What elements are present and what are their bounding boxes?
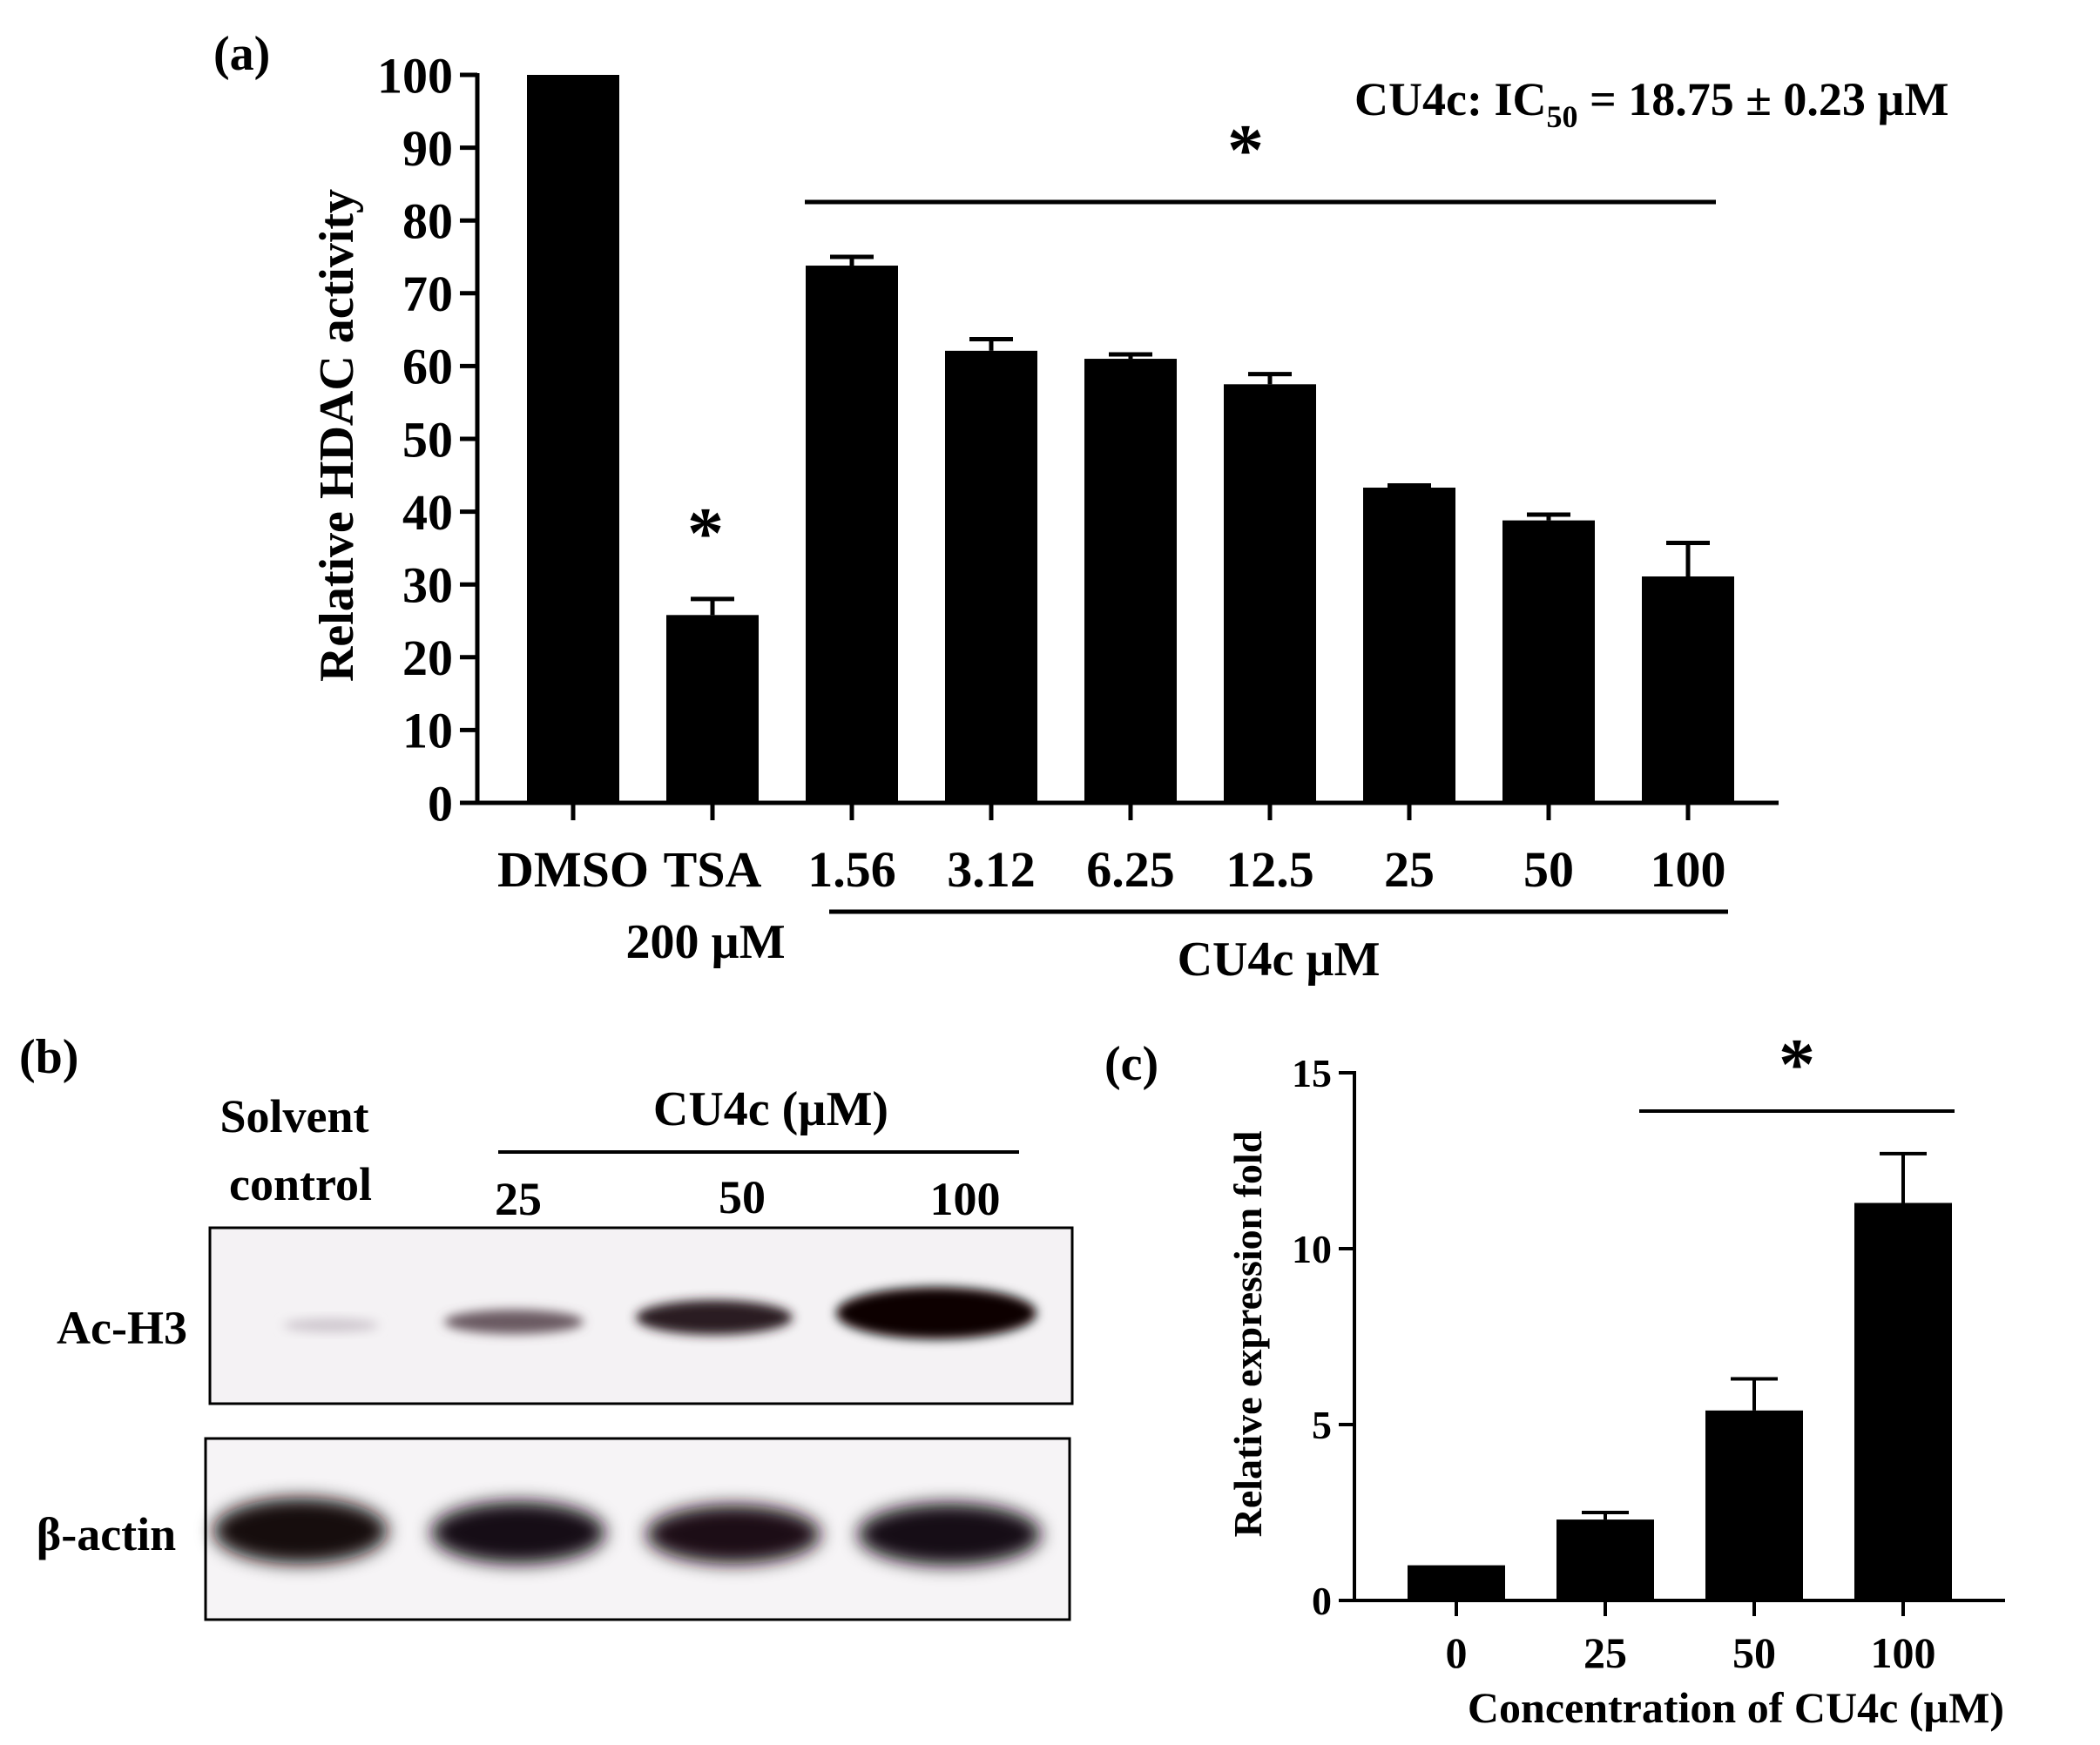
y-tick-label: 10 bbox=[1292, 1227, 1332, 1271]
band-ac-h3-solvent bbox=[283, 1318, 379, 1332]
x-tick-label: 50 bbox=[1523, 841, 1574, 898]
lane-label-50: 50 bbox=[719, 1171, 766, 1223]
panel-c-label: (c) bbox=[1104, 1037, 1158, 1091]
chart-a-ylabel: Relative HDAC activity bbox=[310, 189, 364, 682]
x-tick-label: 1.56 bbox=[807, 841, 896, 898]
x-tick-label: 100 bbox=[1871, 1628, 1936, 1677]
x-tick-label: DMSO bbox=[497, 841, 649, 898]
band-actin-25 bbox=[431, 1501, 605, 1564]
y-tick-label: 40 bbox=[402, 484, 453, 541]
band-ac-h3-100 bbox=[836, 1287, 1036, 1339]
bar bbox=[527, 75, 619, 803]
x-tick-label: 50 bbox=[1732, 1628, 1776, 1677]
panel-b-label: (b) bbox=[19, 1030, 78, 1084]
bar bbox=[1084, 359, 1177, 803]
panel-b: (b) Solvent control CU4c (µM) 25 50 100 … bbox=[19, 1030, 1074, 1621]
blot-beta-actin bbox=[204, 1437, 1071, 1621]
x-tick-label: 12.5 bbox=[1226, 841, 1314, 898]
y-tick-label: 20 bbox=[402, 630, 453, 686]
cu4c-group-label: CU4c µM bbox=[1178, 933, 1381, 987]
panel-a: (a) 0 10 20 30 40 50 60 70 80 90 100 DMSO TSA 1.56 3.1… bbox=[213, 27, 1948, 987]
band-ac-h3-25 bbox=[444, 1310, 584, 1334]
bar bbox=[1642, 576, 1734, 803]
x-tick-label: 25 bbox=[1583, 1628, 1627, 1677]
x-tick-label: 100 bbox=[1651, 841, 1726, 898]
blot-row-label-ac-h3: Ac-H3 bbox=[57, 1302, 187, 1354]
x-tick-label: TSA bbox=[664, 841, 762, 898]
bar bbox=[1224, 384, 1316, 803]
band-actin-100 bbox=[858, 1503, 1041, 1566]
chart-c-plot: 0 5 10 15 0 25 50 100 bbox=[1292, 1051, 2005, 1677]
lane-label-100: 100 bbox=[930, 1173, 1001, 1225]
band-ac-h3-50 bbox=[636, 1300, 793, 1335]
bar bbox=[1502, 520, 1595, 803]
chart-c-ylabel: Relative expression fold bbox=[1226, 1130, 1270, 1537]
significance-marker-c: * bbox=[1779, 1024, 1815, 1105]
x-tick-label: 0 bbox=[1446, 1628, 1468, 1677]
ic50-prefix: CU4c: IC bbox=[1354, 73, 1546, 125]
y-tick-label: 80 bbox=[402, 193, 453, 250]
y-tick-label: 90 bbox=[402, 120, 453, 177]
y-tick-label: 0 bbox=[428, 775, 453, 832]
y-tick-label: 60 bbox=[402, 339, 453, 395]
ic50-subscript: 50 bbox=[1546, 99, 1577, 134]
bar bbox=[1556, 1519, 1654, 1600]
ic50-value: = 18.75 ± 0.23 µM bbox=[1577, 73, 1948, 125]
bar bbox=[806, 266, 898, 804]
bar bbox=[1854, 1203, 1952, 1600]
panel-c: (c) 0 5 10 15 0 25 50 100 Relative expression f… bbox=[1104, 1024, 2005, 1732]
band-actin-solvent bbox=[213, 1498, 388, 1564]
bar bbox=[945, 350, 1037, 803]
y-tick-label: 30 bbox=[402, 557, 453, 614]
blot-row-label-beta-actin: β-actin bbox=[37, 1508, 176, 1560]
solvent-control-line2: control bbox=[229, 1158, 372, 1210]
bar bbox=[1408, 1565, 1505, 1600]
band-actin-50 bbox=[646, 1505, 820, 1564]
cu4c-concentration-header: CU4c (µM) bbox=[653, 1082, 888, 1136]
y-tick-label: 5 bbox=[1312, 1403, 1332, 1447]
y-tick-label: 0 bbox=[1312, 1579, 1332, 1623]
bar bbox=[1705, 1410, 1803, 1600]
solvent-control-line1: Solvent bbox=[219, 1090, 368, 1142]
tsa-significance-marker: * bbox=[687, 493, 724, 574]
y-tick-label: 70 bbox=[402, 266, 453, 322]
chart-c-xlabel: Concentration of CU4c (µM) bbox=[1468, 1683, 2004, 1732]
blot-ac-h3 bbox=[208, 1226, 1074, 1405]
bar bbox=[666, 615, 759, 803]
significance-marker-a: * bbox=[1227, 110, 1264, 191]
x-tick-label: 3.12 bbox=[947, 841, 1036, 898]
y-tick-label: 15 bbox=[1292, 1051, 1332, 1095]
y-tick-label: 100 bbox=[377, 47, 453, 104]
tsa-dose-label: 200 µM bbox=[625, 915, 785, 969]
bar bbox=[1363, 488, 1455, 803]
chart-a-plot: 0 10 20 30 40 50 60 70 80 90 100 DMSO TSA 1.56 3.12 6.2… bbox=[377, 47, 1779, 898]
panel-a-label: (a) bbox=[213, 27, 270, 81]
lane-label-25: 25 bbox=[495, 1173, 542, 1225]
ic50-annotation: CU4c: IC50 = 18.75 ± 0.23 µM bbox=[1354, 73, 1948, 134]
x-tick-label: 6.25 bbox=[1086, 841, 1175, 898]
y-tick-label: 10 bbox=[402, 703, 453, 759]
x-tick-label: 25 bbox=[1384, 841, 1435, 898]
y-tick-label: 50 bbox=[402, 411, 453, 468]
